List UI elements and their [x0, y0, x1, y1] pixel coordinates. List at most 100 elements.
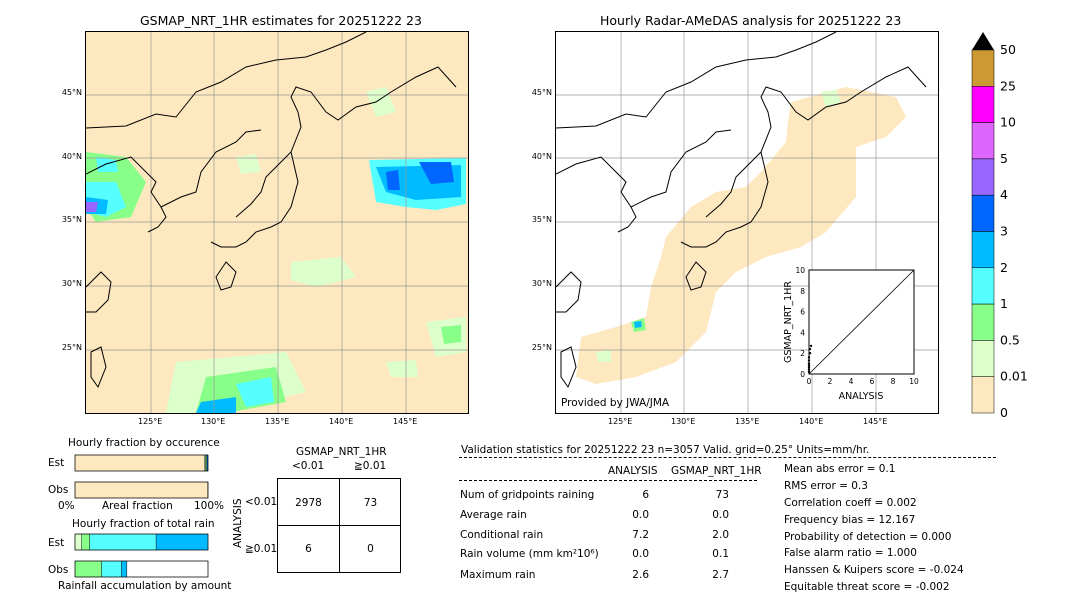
inset-xlabel: ANALYSIS — [839, 391, 884, 402]
colorbar-swatch — [971, 303, 995, 341]
contingency-cell: 2978 — [295, 497, 322, 509]
occurrence-bars — [74, 452, 210, 502]
left-lat-label: 25°N — [61, 343, 82, 352]
score-line: False alarm ratio = 1.000 — [784, 547, 917, 559]
scatter-point — [809, 344, 813, 348]
stat-analysis: 2.6 — [632, 569, 649, 581]
contingency-table: 2978 73 6 0 — [277, 478, 401, 573]
contingency-row-label: ≧0.01 — [245, 543, 278, 555]
stat-gsmap: 73 — [715, 489, 729, 501]
occurrence-title: Hourly fraction by occurence — [68, 437, 220, 449]
right-lat-label: 35°N — [531, 215, 552, 224]
fraction-bar-segment — [81, 533, 90, 551]
fraction-bar-segment — [126, 560, 209, 578]
contingency-cell: 6 — [305, 543, 312, 555]
provider-note: Provided by JWA/JMA — [561, 397, 670, 409]
inset-y-tick: 10 — [795, 266, 805, 275]
right-lat-label: 40°N — [531, 152, 552, 161]
stat-analysis: 7.2 — [632, 529, 649, 541]
stat-gsmap: 2.0 — [712, 529, 729, 541]
inset-x-tick: 0 — [807, 377, 812, 386]
right-lon-label: 130°E — [671, 417, 696, 426]
validation-col-analysis: ANALYSIS — [608, 465, 658, 477]
colorbar-tick-label: 0 — [1000, 405, 1008, 418]
colorbar-tick-label: 5 — [1000, 151, 1008, 166]
inset-x-tick: 4 — [849, 377, 854, 386]
left-lon-label: 145°E — [393, 417, 418, 426]
validation-divider — [459, 457, 996, 458]
total-row-label: Est — [48, 537, 65, 549]
inset-x-tick: 8 — [891, 377, 896, 386]
total-rain-bars-svg — [74, 533, 209, 578]
validation-subdivider — [459, 480, 757, 481]
scatter-point — [807, 368, 811, 372]
stat-label: Maximum rain — [460, 569, 536, 581]
fraction-bar-segment — [74, 454, 206, 472]
left-lat-label: 35°N — [61, 215, 82, 224]
scatter-point — [808, 347, 812, 351]
fraction-bar-frame — [74, 560, 209, 578]
inset-ylabel: GSMAP_NRT_1HR — [783, 281, 794, 363]
colorbar: 50 25 10 5 4 3 2 1 0.5 0.01 0 — [962, 28, 1032, 420]
colorbar-tick-label: 4 — [1000, 187, 1008, 202]
stat-analysis: 6 — [642, 489, 649, 501]
contingency-cell: 73 — [363, 497, 378, 509]
colorbar-svg: 50 25 10 5 4 3 2 1 0.5 0.01 0 — [971, 32, 1028, 420]
right-map-title: Hourly Radar-AMeDAS analysis for 2025122… — [600, 13, 902, 28]
occurrence-row-label: Est — [48, 457, 65, 469]
occurrence-axis-right: 100% — [194, 500, 225, 512]
left-map — [85, 31, 469, 414]
inset-y-tick: 4 — [800, 328, 805, 337]
colorbar-swatch — [971, 122, 995, 160]
inset-y-tick: 2 — [800, 349, 805, 358]
fraction-bar-segment — [74, 533, 82, 551]
inset-y-tick: 6 — [800, 308, 805, 317]
colorbar-tick-label: 0.01 — [1000, 369, 1028, 384]
total-rain-title: Hourly fraction of total rain — [72, 518, 215, 530]
scatter-point — [807, 364, 811, 367]
fraction-bar-frame — [74, 533, 209, 551]
colorbar-tick-label: 3 — [1000, 224, 1008, 239]
fraction-bar-segment — [121, 560, 128, 578]
colorbar-swatch — [971, 86, 995, 123]
left-lon-label: 130°E — [201, 417, 226, 426]
validation-header: Validation statistics for 20251222 23 n=… — [461, 444, 870, 456]
score-line: Mean abs error = 0.1 — [784, 463, 896, 475]
right-lon-label: 140°E — [799, 417, 824, 426]
score-line: Equitable threat score = -0.002 — [784, 581, 950, 593]
scatter-point — [807, 366, 811, 369]
stat-gsmap: 0.1 — [712, 548, 729, 560]
inset-y-tick: 8 — [800, 287, 805, 296]
stat-label: Conditional rain — [460, 529, 544, 541]
stat-analysis: 0.0 — [632, 509, 649, 521]
occurrence-row-label: Obs — [48, 484, 69, 496]
colorbar-swatch — [971, 49, 995, 87]
stat-label: Average rain — [460, 509, 527, 521]
contingency-col-label: <0.01 — [292, 460, 325, 472]
occurrence-bars-svg — [74, 454, 209, 499]
colorbar-tick-label: 2 — [1000, 260, 1008, 275]
fraction-bar-segment — [89, 533, 157, 551]
contingency-row-label: <0.01 — [245, 496, 278, 508]
stat-gsmap: 2.7 — [712, 569, 729, 581]
inset-x-tick: 10 — [909, 377, 919, 386]
total-rain-bars — [74, 531, 210, 581]
right-lat-label: 30°N — [531, 279, 552, 288]
left-lon-label: 125°E — [138, 417, 163, 426]
fraction-bar-segment — [74, 560, 102, 578]
fraction-bar-segment — [101, 560, 122, 578]
score-line: Hanssen & Kuipers score = -0.024 — [784, 564, 964, 576]
fraction-bar-frame — [74, 454, 209, 472]
colorbar-tick-label: 50 — [1000, 42, 1016, 57]
occurrence-axis-left: 0% — [58, 500, 75, 512]
left-lon-label: 140°E — [329, 417, 354, 426]
colorbar-swatch — [971, 340, 995, 377]
stat-gsmap: 0.0 — [712, 509, 729, 521]
scatter-point — [807, 359, 811, 362]
scatter-point — [808, 352, 812, 355]
fraction-bar-segment — [74, 481, 208, 499]
score-line: Probability of detection = 0.000 — [784, 531, 952, 543]
validation-col-gsmap: GSMAP_NRT_1HR — [671, 465, 762, 477]
right-lon-label: 145°E — [863, 417, 888, 426]
right-lon-label: 125°E — [608, 417, 633, 426]
